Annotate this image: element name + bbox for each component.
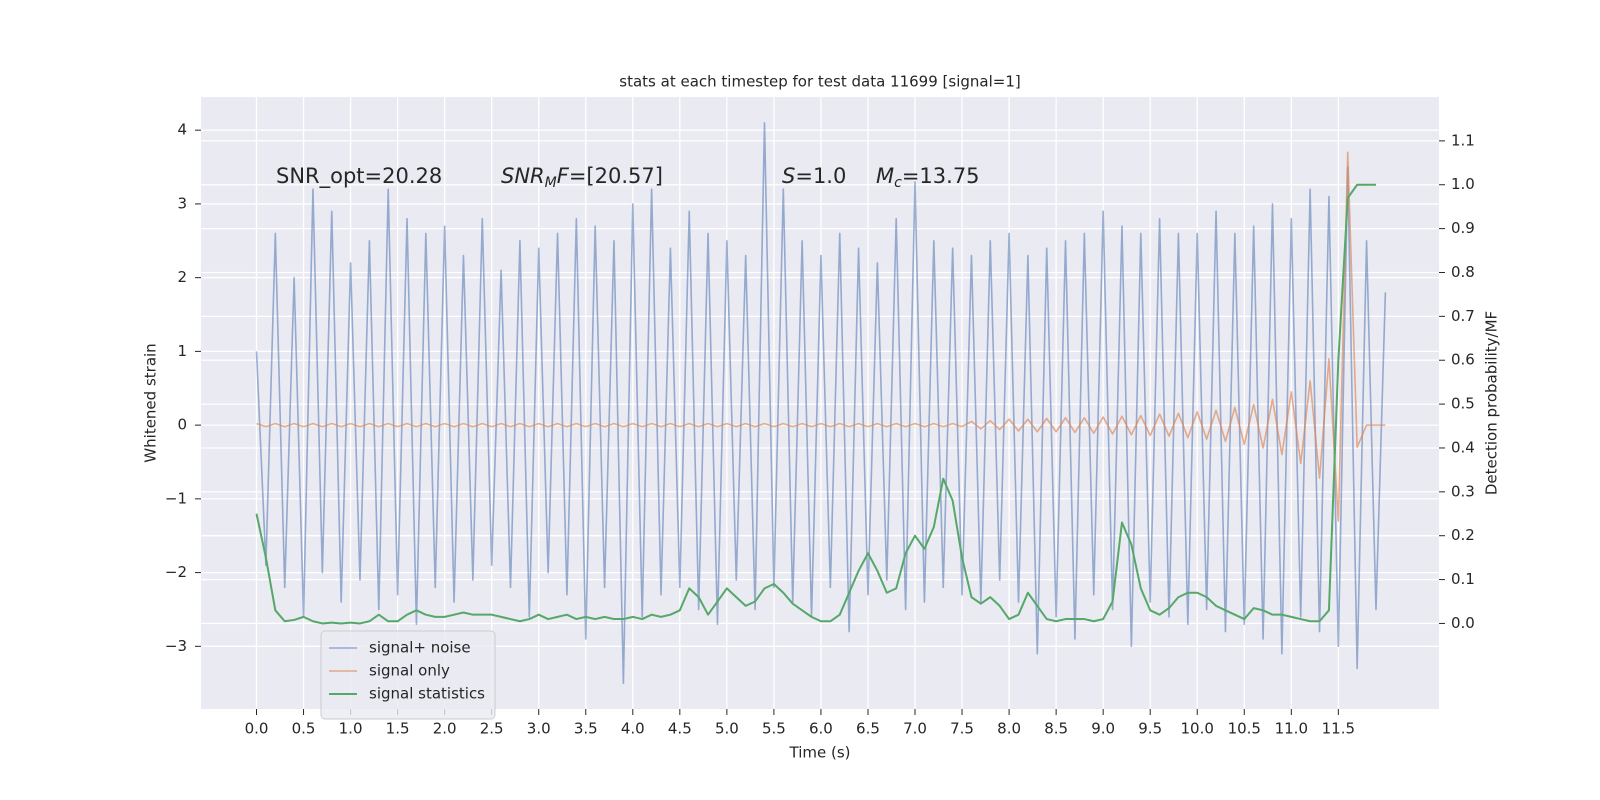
y2-tick-label: 0.0	[1451, 614, 1475, 632]
x-tick-label: 4.5	[668, 720, 692, 738]
annotation-part: M	[876, 164, 894, 188]
lines	[255, 122, 1387, 684]
y-tick-label: −1	[165, 489, 187, 507]
x-tick-label: 10.5	[1228, 720, 1261, 738]
x-tick-label: 7.5	[950, 720, 974, 738]
legend: signal+ noise signal only signal statistic…	[320, 630, 496, 720]
y2-tick-label: 0.6	[1451, 351, 1475, 369]
x-tick-label: 0.0	[245, 720, 269, 738]
x-tick-label: 2.5	[480, 720, 504, 738]
legend-label: signal statistics	[369, 685, 485, 703]
annotation-part: c	[894, 175, 902, 191]
x-tick-label: 11.5	[1322, 720, 1355, 738]
y2-axis-label: Detection probability/MF	[1483, 311, 1501, 495]
annotation: SNRMF=[20.57]	[501, 164, 663, 191]
y2-tick-label: 0.9	[1451, 219, 1475, 237]
legend-label: signal only	[369, 662, 450, 680]
x-tick-label: 1.5	[386, 720, 410, 738]
x-tick-label: 2.0	[433, 720, 457, 738]
y-tick-label: 4	[177, 121, 187, 139]
x-tick-label: 9.0	[1091, 720, 1115, 738]
y-tick-label: 3	[177, 194, 187, 212]
y2-tick-label: 0.8	[1451, 263, 1475, 281]
x-tick-label: 5.0	[715, 720, 739, 738]
y2-tick-label: 0.2	[1451, 526, 1475, 544]
x-tick-label: 8.0	[997, 720, 1021, 738]
chart-title: stats at each timestep for test data 116…	[619, 73, 1020, 91]
y2-tick-label: 1.0	[1451, 175, 1475, 193]
y2-tick-label: 0.4	[1451, 438, 1475, 456]
legend-box	[320, 630, 496, 720]
x-tick-label: 3.0	[527, 720, 551, 738]
x-tick-label: 0.5	[292, 720, 316, 738]
legend-label: signal+ noise	[369, 639, 471, 657]
series-line	[255, 122, 1387, 684]
x-tick-label: 10.0	[1181, 720, 1214, 738]
annotation-part: =13.75	[902, 164, 980, 188]
annotation-part: M	[545, 175, 557, 191]
annotation: S=1.0	[782, 164, 846, 188]
y-tick-label: 0	[177, 416, 187, 434]
y2-tick-label: 0.3	[1451, 482, 1475, 500]
y-axis-label: Whitened strain	[142, 343, 160, 462]
x-tick-label: 8.5	[1044, 720, 1068, 738]
annotation-part: F	[557, 164, 570, 188]
x-tick-label: 7.0	[903, 720, 927, 738]
y2-tick-label: 0.5	[1451, 395, 1475, 413]
y2-tick-label: 0.1	[1451, 570, 1475, 588]
x-tick-label: 5.5	[762, 720, 786, 738]
x-axis-label: Time (s)	[789, 744, 851, 762]
y2-tick-label: 1.1	[1451, 131, 1475, 149]
annotation: Mc=13.75	[876, 164, 980, 191]
annotation-part: =[20.57]	[569, 164, 663, 188]
annotation-part: S	[782, 164, 795, 188]
annotation: SNR_opt=20.28	[276, 164, 442, 189]
grid: 0.0 0.5 1.0 1.5 2.0 2.5 3.0 3.5 4.0 4.5 5.0 5.5 6.0 6…	[165, 97, 1475, 738]
y-tick-label: −3	[165, 637, 187, 655]
y-tick-label: −2	[165, 563, 187, 581]
x-tick-label: 3.5	[574, 720, 598, 738]
y-tick-label: 2	[177, 268, 187, 286]
annotation-part: SNR	[501, 164, 545, 188]
annotation-part: =1.0	[795, 164, 846, 188]
x-tick-label: 6.0	[809, 720, 833, 738]
plot-background	[201, 97, 1439, 709]
x-tick-label: 4.0	[621, 720, 645, 738]
x-tick-label: 11.0	[1275, 720, 1308, 738]
series-line	[255, 183, 1376, 625]
series-line	[256, 151, 1386, 522]
y2-tick-label: 0.7	[1451, 307, 1475, 325]
x-tick-label: 9.5	[1138, 720, 1162, 738]
x-tick-label: 6.5	[856, 720, 880, 738]
x-tick-label: 1.0	[339, 720, 363, 738]
y-tick-label: 1	[177, 342, 187, 360]
